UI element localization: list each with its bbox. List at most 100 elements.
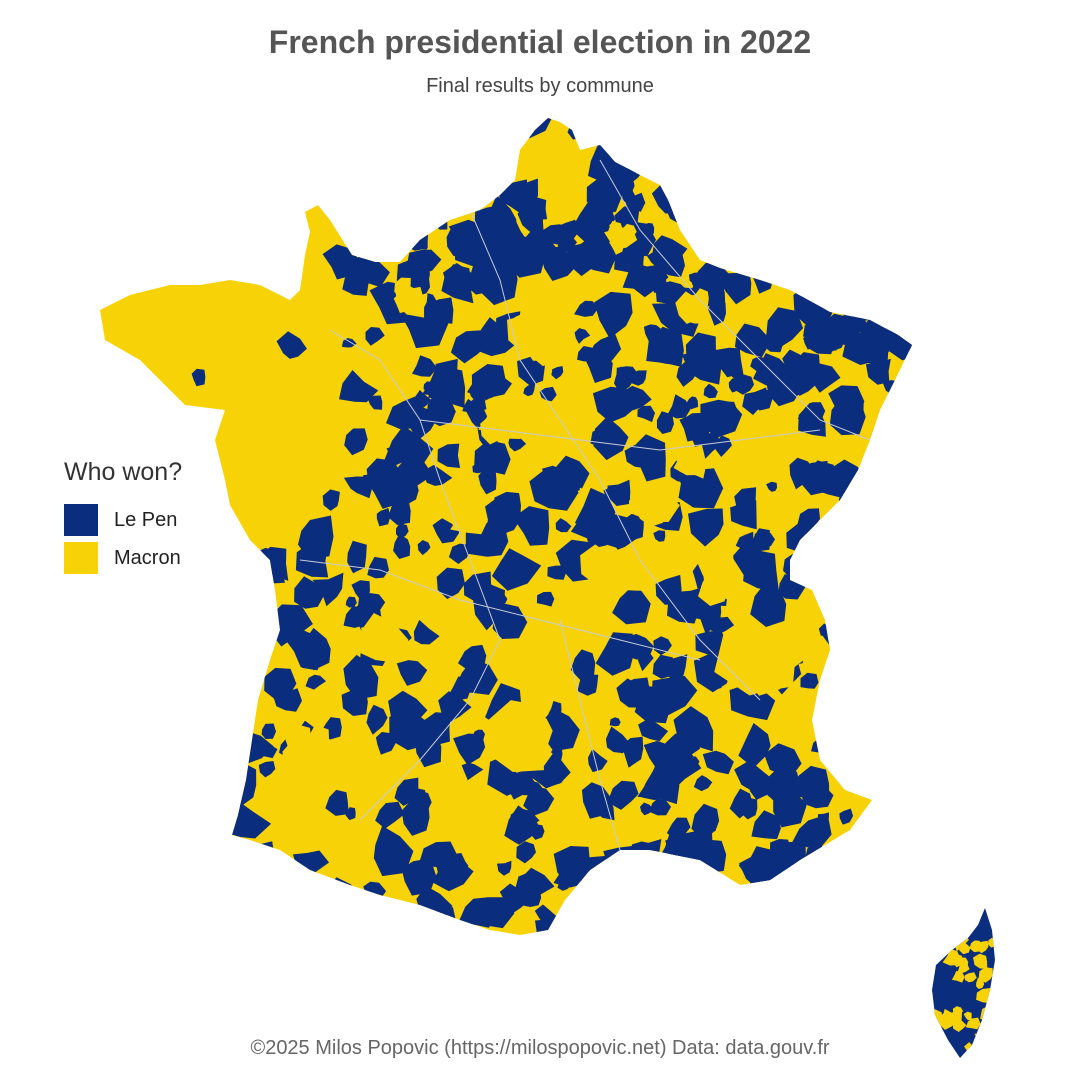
le-pen-commune-cluster bbox=[386, 899, 402, 912]
le-pen-commune-cluster bbox=[508, 808, 540, 832]
le-pen-commune-cluster bbox=[182, 676, 227, 717]
le-pen-commune-cluster bbox=[559, 911, 581, 931]
le-pen-commune-cluster bbox=[120, 768, 147, 799]
credit-line: ©2025 Milos Popovic (https://milospopovi… bbox=[250, 1037, 830, 1059]
le-pen-commune-cluster bbox=[757, 130, 799, 172]
le-pen-commune-cluster bbox=[423, 381, 436, 393]
le-pen-commune-cluster bbox=[482, 194, 518, 239]
macron-urban-area bbox=[607, 221, 624, 237]
le-pen-commune-cluster bbox=[183, 489, 229, 534]
le-pen-commune-cluster bbox=[491, 548, 542, 591]
legend-item-macron: Macron bbox=[64, 539, 182, 577]
map-title: French presidential election in 2022 bbox=[268, 24, 812, 60]
le-pen-commune-cluster bbox=[737, 190, 771, 223]
le-pen-commune-cluster bbox=[580, 876, 609, 896]
le-pen-commune-cluster bbox=[680, 870, 711, 907]
le-pen-commune-cluster bbox=[105, 815, 142, 852]
le-pen-commune-cluster bbox=[691, 803, 720, 840]
le-pen-commune-cluster bbox=[795, 277, 838, 320]
le-pen-commune-cluster bbox=[347, 540, 367, 574]
le-pen-commune-cluster bbox=[741, 550, 779, 592]
le-pen-commune-cluster bbox=[822, 118, 858, 133]
le-pen-commune-cluster bbox=[557, 874, 572, 891]
le-pen-commune-cluster bbox=[679, 150, 702, 171]
le-pen-commune-cluster bbox=[686, 832, 713, 863]
le-pen-commune-cluster bbox=[235, 137, 251, 157]
le-pen-commune-cluster bbox=[138, 803, 166, 833]
le-pen-commune-cluster bbox=[392, 458, 434, 488]
le-pen-commune-cluster bbox=[858, 761, 875, 778]
le-pen-commune-cluster bbox=[751, 389, 773, 411]
le-pen-commune-cluster bbox=[745, 906, 778, 935]
le-pen-commune-cluster bbox=[695, 125, 719, 156]
le-pen-commune-cluster bbox=[468, 128, 489, 157]
le-pen-commune-cluster bbox=[480, 148, 492, 160]
le-pen-commune-cluster bbox=[832, 920, 861, 935]
le-pen-commune-cluster bbox=[848, 177, 879, 210]
le-pen-commune-cluster bbox=[800, 672, 819, 689]
le-pen-commune-cluster bbox=[586, 178, 623, 216]
le-pen-commune-cluster bbox=[891, 835, 912, 862]
macron-urban-area bbox=[602, 563, 622, 583]
le-pen-commune-cluster bbox=[437, 851, 469, 881]
legend-swatch-le-pen bbox=[64, 504, 98, 536]
le-pen-commune-cluster bbox=[812, 118, 833, 124]
le-pen-commune-cluster bbox=[772, 248, 807, 280]
le-pen-commune-clusters bbox=[100, 118, 912, 935]
le-pen-commune-cluster bbox=[555, 854, 568, 866]
le-pen-commune-cluster bbox=[456, 190, 471, 205]
le-pen-commune-cluster bbox=[570, 649, 596, 681]
macron-urban-area bbox=[521, 286, 562, 324]
macron-urban-areas bbox=[282, 221, 832, 782]
le-pen-commune-cluster bbox=[396, 523, 409, 539]
le-pen-commune-cluster bbox=[413, 390, 432, 411]
le-pen-commune-cluster bbox=[242, 629, 271, 657]
le-pen-commune-cluster bbox=[494, 491, 521, 519]
le-pen-commune-cluster bbox=[779, 190, 796, 213]
le-pen-commune-cluster bbox=[547, 565, 567, 580]
le-pen-commune-cluster bbox=[555, 518, 572, 533]
macron-urban-area bbox=[526, 318, 563, 367]
le-pen-commune-cluster bbox=[903, 774, 912, 785]
le-pen-commune-cluster bbox=[396, 660, 428, 686]
le-pen-commune-cluster bbox=[646, 881, 680, 921]
le-pen-commune-cluster bbox=[840, 322, 862, 345]
le-pen-commune-cluster bbox=[766, 307, 804, 349]
le-pen-commune-cluster bbox=[436, 567, 465, 599]
le-pen-commune-cluster bbox=[357, 257, 390, 288]
le-pen-commune-cluster bbox=[885, 150, 911, 171]
le-pen-commune-cluster bbox=[698, 128, 723, 160]
le-pen-commune-cluster bbox=[584, 118, 623, 143]
map-subtitle: Final results by commune bbox=[426, 75, 654, 97]
le-pen-commune-cluster bbox=[834, 556, 877, 599]
le-pen-commune-cluster bbox=[891, 402, 910, 414]
le-pen-commune-cluster bbox=[408, 790, 432, 815]
le-pen-commune-cluster bbox=[693, 899, 718, 920]
le-pen-commune-cluster bbox=[422, 464, 453, 486]
le-pen-commune-cluster bbox=[343, 654, 379, 700]
le-pen-commune-cluster bbox=[100, 844, 128, 867]
le-pen-commune-cluster bbox=[586, 855, 624, 885]
le-pen-commune-cluster bbox=[269, 604, 313, 647]
le-pen-commune-cluster bbox=[276, 331, 307, 359]
le-pen-commune-cluster bbox=[766, 481, 778, 492]
le-pen-commune-cluster bbox=[754, 141, 779, 161]
le-pen-commune-cluster bbox=[169, 868, 190, 895]
macron-urban-area bbox=[484, 394, 510, 418]
le-pen-commune-cluster bbox=[893, 810, 912, 847]
le-pen-commune-cluster bbox=[185, 579, 203, 595]
le-pen-commune-cluster bbox=[653, 636, 672, 656]
le-pen-commune-cluster bbox=[751, 810, 781, 840]
le-pen-commune-cluster bbox=[401, 222, 430, 251]
le-pen-commune-cluster bbox=[122, 250, 152, 285]
le-pen-commune-cluster bbox=[592, 386, 641, 423]
le-pen-commune-cluster bbox=[412, 355, 438, 377]
le-pen-commune-cluster bbox=[747, 728, 760, 745]
macron-urban-area bbox=[654, 493, 680, 517]
le-pen-commune-cluster bbox=[214, 597, 235, 616]
le-pen-commune-cluster bbox=[732, 205, 770, 252]
le-pen-commune-cluster bbox=[865, 358, 891, 385]
le-pen-commune-cluster bbox=[295, 542, 329, 578]
le-pen-commune-cluster bbox=[676, 362, 698, 387]
le-pen-commune-cluster bbox=[437, 443, 461, 468]
